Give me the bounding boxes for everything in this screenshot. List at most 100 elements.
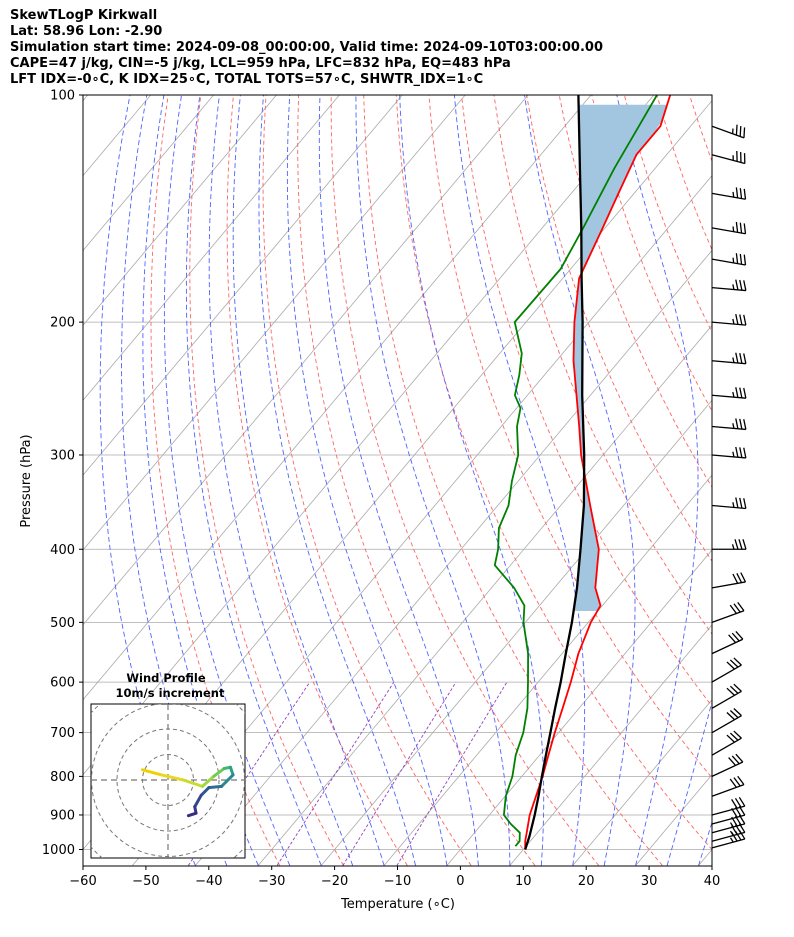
wind-barb-flag (740, 572, 747, 583)
wind-barb-flag (729, 732, 739, 741)
chart-title-block: SkewTLogP Kirkwall Lat: 58.96 Lon: -2.90… (10, 8, 603, 88)
y-axis-label: Pressure (hPa) (19, 434, 34, 527)
wind-barb-half-flag (731, 544, 735, 550)
wind-barb-staff (711, 737, 742, 756)
wind-barb-staff (711, 192, 746, 200)
dry-adiabat-line (461, 95, 712, 707)
moist-adiabat-line (286, 95, 448, 866)
wind-barb (711, 775, 745, 797)
wind-barb-flag (735, 221, 739, 233)
wind-barb-staff (711, 610, 745, 623)
hodograph-segment (207, 784, 224, 790)
y-tick-label: 800 (50, 770, 75, 785)
moist-adiabat-line (318, 95, 479, 866)
isotherm-line (83, 95, 89, 102)
wind-barb-flag (726, 687, 735, 696)
wind-barb-flag (735, 187, 739, 198)
inset-subtitle: 10m/s increment (116, 686, 225, 700)
wind-barb-half-flag (732, 257, 735, 263)
wind-barb-flag (737, 775, 745, 786)
wind-barb-flag (735, 352, 739, 364)
wind-barb-flag (735, 497, 739, 508)
wind-barb-flag (743, 447, 747, 459)
parcel-line (524, 95, 586, 850)
wind-barb-flag (735, 279, 739, 291)
moist-adiabat-line (524, 95, 636, 866)
isotherm-line (83, 95, 277, 326)
wind-barb (711, 446, 747, 459)
x-tick-label: 30 (641, 874, 658, 889)
x-tick-label: −60 (69, 874, 96, 889)
wind-barb-staff (711, 664, 742, 683)
wind-barb (711, 753, 744, 777)
wind-barb-staff (711, 761, 744, 777)
wind-barb-staff (711, 227, 746, 235)
x-tick-label: −30 (258, 874, 285, 889)
wind-barb-half-flag (732, 423, 735, 429)
wind-barb-staff (711, 831, 746, 842)
moist-adiabat-line (232, 95, 385, 866)
chart-title-location: Lat: 58.96 Lon: -2.90 (10, 24, 163, 39)
wind-barb-flag (739, 314, 743, 325)
wind-barb-staff (711, 814, 746, 825)
wind-barb-half-flag (732, 318, 735, 325)
x-tick-label: −10 (384, 874, 411, 889)
wind-barb (711, 631, 744, 655)
wind-barb-staff (711, 784, 745, 797)
wind-barb (711, 221, 747, 235)
moist-adiabat-line (698, 820, 712, 866)
wind-barb-flag (726, 661, 735, 670)
isotherm-line (509, 624, 712, 866)
wind-barb-flag (743, 387, 747, 399)
profile-lines (493, 95, 672, 850)
x-tick-label: 40 (704, 874, 721, 889)
wind-barb (711, 683, 742, 709)
wind-barb (711, 601, 745, 623)
temperature-line (524, 95, 672, 850)
x-tick-label: −50 (132, 874, 159, 889)
moist-adiabat-line (163, 95, 291, 866)
wind-barb-staff (711, 504, 746, 510)
wind-barb (711, 387, 747, 399)
hodograph-segment (199, 786, 211, 797)
wind-barb-flag (737, 601, 745, 612)
wind-barb (711, 418, 747, 431)
dry-adiabat-line (493, 95, 712, 635)
wind-barb-staff (711, 715, 742, 734)
isotherm-line (83, 95, 214, 252)
wind-barb-flag (743, 188, 747, 200)
y-tick-label: 300 (50, 448, 75, 463)
moist-adiabat-line (258, 95, 416, 866)
wind-barb (712, 539, 747, 550)
wind-barb-half-flag (732, 502, 735, 508)
hodograph-segment (220, 773, 235, 788)
x-tick-label: 10 (515, 874, 532, 889)
wind-barb-flag (728, 634, 737, 644)
wind-barb-flag (735, 753, 744, 763)
chart-title-indices-1: CAPE=47 j/kg, CIN=-5 j/kg, LCL=959 hPa, … (10, 56, 511, 71)
wind-barb-flag (738, 796, 746, 807)
x-tick-label: 0 (456, 874, 464, 889)
y-tick-label: 400 (50, 543, 75, 558)
isotherm-line (83, 95, 529, 626)
dry-adiabat-line (656, 95, 712, 251)
wind-barb-flag (743, 498, 747, 509)
isotherm-line (446, 549, 712, 866)
x-tick-label: −40 (195, 874, 222, 889)
hodograph-segment (160, 773, 185, 782)
wind-barb-flag (731, 755, 740, 765)
mixing-ratio-line (276, 681, 395, 866)
inset-title: Wind Profile (126, 671, 206, 685)
dry-adiabat-line (526, 95, 712, 562)
hodograph-inset: Wind Profile 10m/s increment (90, 671, 246, 859)
wind-barb (711, 730, 742, 756)
wind-barb-half-flag (732, 284, 735, 290)
wind-barb-flag (728, 757, 737, 766)
wind-barb-flag (739, 447, 743, 458)
wind-barb (711, 657, 742, 683)
chart-title-indices-2: LFT IDX=-0∘C, K IDX=25∘C, TOTAL TOTS=57∘… (10, 72, 484, 87)
moist-adiabat-line (453, 95, 586, 866)
moist-adiabat-line (355, 95, 511, 866)
wind-barb-flag (735, 124, 738, 136)
wind-barb (711, 151, 746, 165)
